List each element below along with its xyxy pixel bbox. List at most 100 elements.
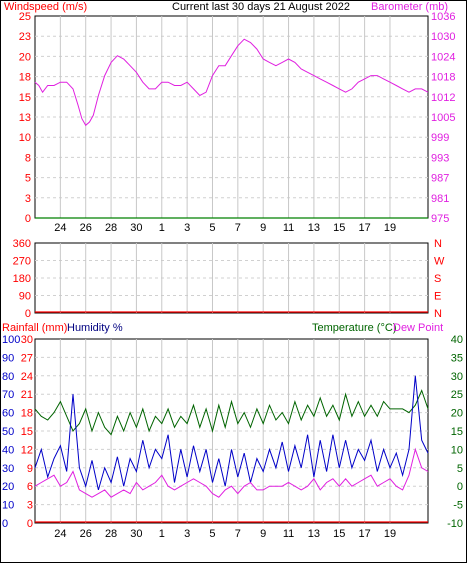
panel-3-x-tick-label: 3	[184, 528, 190, 540]
barometer-tick-label: 1005	[431, 112, 455, 124]
panel-3-x-tick-label: 11	[283, 528, 294, 540]
compass-tick-label: N	[434, 308, 442, 320]
panel-3-x-tick-label: 9	[260, 528, 266, 540]
rainfall-tick-label: 21	[21, 389, 33, 401]
humidity-tick-label: 30	[2, 463, 14, 475]
barometer-tick-label: 981	[431, 193, 449, 205]
rainfall-tick-label: 30	[21, 334, 33, 346]
barometer-tick-label: 1036	[431, 11, 455, 23]
rainfall-tick-label: 27	[21, 352, 33, 364]
panel-3-x-tick-label: 7	[235, 528, 241, 540]
panel-2-plot-area	[34, 242, 429, 314]
windspeed-tick-label: 18	[19, 72, 31, 84]
compass-tick-label: N	[434, 238, 442, 250]
windspeed-tick-label: 13	[19, 112, 31, 124]
compass-tick-label: E	[434, 291, 441, 303]
humidity-tick-label: 80	[2, 371, 14, 383]
panel-1-x-tick-label: 30	[130, 222, 142, 234]
chart-title: Current last 30 days 21 August 2022	[172, 1, 350, 13]
temperature-tick-label: 40	[451, 334, 463, 346]
panel-1-x-tick-label: 7	[235, 222, 241, 234]
temperature-tick-label: 20	[451, 408, 463, 420]
barometer-axis-label: Barometer (mb)	[371, 1, 448, 13]
panel-3-x-tick-label: 19	[384, 528, 396, 540]
rainfall-tick-label: 6	[27, 481, 33, 493]
windspeed-tick-label: 15	[19, 92, 31, 104]
panel-3-x-tick-label: 15	[333, 528, 345, 540]
temperature-tick-label: 10	[451, 444, 463, 456]
dewpoint-line	[34, 447, 429, 498]
panel-1-x-tick-label: 19	[384, 222, 396, 234]
temperature-tick-label: 25	[451, 389, 463, 401]
barometer-tick-label: 993	[431, 152, 449, 164]
temperature-tick-label: 5	[457, 463, 463, 475]
windspeed-tick-label: 8	[25, 152, 31, 164]
panel-1-x-tick-label: 17	[358, 222, 370, 234]
barometer-tick-label: 1012	[431, 92, 455, 104]
panel-3-x-tick-label: 5	[209, 528, 215, 540]
panel-1-x-tick-label: 5	[209, 222, 215, 234]
panel-1-plot-area	[34, 15, 429, 219]
windspeed-tick-label: 3	[25, 193, 31, 205]
direction-degree-tick-label: 270	[13, 256, 31, 268]
barometer-line	[34, 38, 429, 127]
rainfall-tick-label: 24	[21, 371, 33, 383]
panel-1-x-tick-label: 1	[159, 222, 165, 234]
humidity-tick-label: 50	[2, 426, 14, 438]
humidity-tick-label: 10	[2, 500, 14, 512]
temperature-axis-label: Temperature (°C)	[312, 322, 396, 334]
panel-1-x-tick-label: 24	[54, 222, 66, 234]
barometer-tick-label: 975	[431, 213, 449, 225]
humidity-tick-label: 100	[2, 334, 20, 346]
panel-3-plot-area	[34, 338, 429, 524]
humidity-tick-label: 20	[2, 481, 14, 493]
panel-3-x-tick-label: 26	[80, 528, 92, 540]
humidity-line	[34, 375, 429, 491]
rainfall-tick-label: 0	[27, 518, 33, 530]
panel-3-x-tick-label: 30	[130, 528, 142, 540]
windspeed-tick-label: 20	[19, 51, 31, 63]
rainfall-tick-label: 15	[21, 426, 33, 438]
panel-1-x-tick-label: 9	[260, 222, 266, 234]
panel-3-x-tick-label: 1	[159, 528, 165, 540]
temperature-tick-label: 15	[451, 426, 463, 438]
barometer-tick-label: 999	[431, 132, 449, 144]
barometer-tick-label: 987	[431, 173, 449, 185]
humidity-axis-label: Humidity %	[67, 322, 123, 334]
humidity-tick-label: 90	[2, 352, 14, 364]
rainfall-tick-label: 9	[27, 463, 33, 475]
windspeed-tick-label: 5	[25, 173, 31, 185]
panel-1-x-tick-label: 28	[105, 222, 117, 234]
humidity-tick-label: 70	[2, 389, 14, 401]
rainfall-tick-label: 18	[21, 408, 33, 420]
humidity-tick-label: 60	[2, 408, 14, 420]
direction-degree-tick-label: 180	[13, 273, 31, 285]
humidity-tick-label: 0	[2, 518, 8, 530]
rainfall-tick-label: 3	[27, 500, 33, 512]
direction-degree-tick-label: 90	[19, 291, 31, 303]
windspeed-tick-label: 23	[19, 31, 31, 43]
temperature-tick-label: 0	[457, 481, 463, 493]
panel-3-x-tick-label: 24	[54, 528, 66, 540]
panel-1-x-tick-label: 13	[308, 222, 320, 234]
rainfall-axis-label: Rainfall (mm)	[2, 322, 67, 334]
windspeed-tick-label: 10	[19, 132, 31, 144]
barometer-tick-label: 1018	[431, 72, 455, 84]
humidity-tick-label: 40	[2, 444, 14, 456]
rainfall-tick-label: 12	[21, 444, 33, 456]
temperature-tick-label: -10	[447, 518, 463, 530]
temperature-tick-label: -5	[453, 500, 463, 512]
barometer-tick-label: 1024	[431, 51, 455, 63]
panel-1-x-tick-label: 3	[184, 222, 190, 234]
windspeed-tick-label: 25	[19, 11, 31, 23]
direction-degree-tick-label: 0	[25, 308, 31, 320]
panel-3-x-tick-label: 28	[105, 528, 117, 540]
compass-tick-label: S	[434, 273, 441, 285]
panel-3-x-tick-label: 17	[358, 528, 370, 540]
windspeed-tick-label: 0	[25, 213, 31, 225]
windspeed-axis-label: Windspeed (m/s)	[4, 1, 87, 13]
panel-3-x-tick-label: 13	[308, 528, 320, 540]
panel-1-x-tick-label: 11	[283, 222, 294, 234]
direction-degree-tick-label: 360	[13, 238, 31, 250]
